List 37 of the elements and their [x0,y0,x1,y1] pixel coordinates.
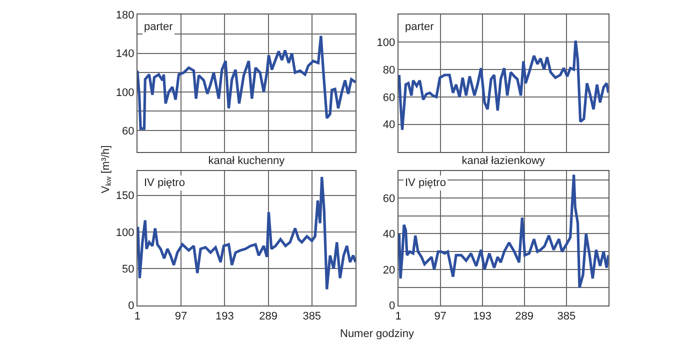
y-tick-label: 0 [128,300,134,312]
annotation: parter [144,21,174,33]
x-tick-label: 97 [174,310,188,323]
y-tick-label: 150 [116,190,134,202]
y-tick-label: 80 [382,64,396,76]
y-tick-label: 180 [116,10,134,22]
x-axis-title: kanał kuchenny [208,154,286,167]
annotation: IV piętro [144,177,185,189]
y-tick-label: 100 [116,86,134,99]
annotation: parter [405,21,434,33]
x-tick-label: 1 [134,310,140,323]
y-tick-label: 60 [122,125,134,138]
x-tick-label: 385 [557,310,576,323]
x-tick-label: 289 [259,310,278,323]
y-tick-label: 20 [382,264,396,276]
x-tick-label: 193 [473,310,492,323]
x-axis-title: Numer godziny [340,328,414,340]
x-tick-label: 385 [302,310,322,323]
line-series [398,173,608,289]
y-tick-label: 40 [382,119,396,132]
y-tick-label: 60 [382,192,396,205]
x-tick-label: 97 [434,310,446,323]
y-tick-label: 100 [376,36,396,49]
line-series [398,39,608,132]
y-tick-label: 100 [116,226,134,239]
y-tick-label: 40 [382,228,396,241]
annotation: IV piętro [405,177,446,189]
x-axis-title: kanał łazienkowy [462,154,546,167]
x-tick-label: 289 [515,310,534,323]
y-tick-label: 0 [388,300,396,312]
x-tick-label: 1 [395,310,402,323]
y-tick-label: 50 [122,264,134,276]
line-series [137,176,356,291]
y-tick-label: 140 [116,48,134,60]
line-series [137,34,356,130]
x-tick-label: 193 [215,310,234,323]
y-tick-label: 60 [382,92,396,104]
